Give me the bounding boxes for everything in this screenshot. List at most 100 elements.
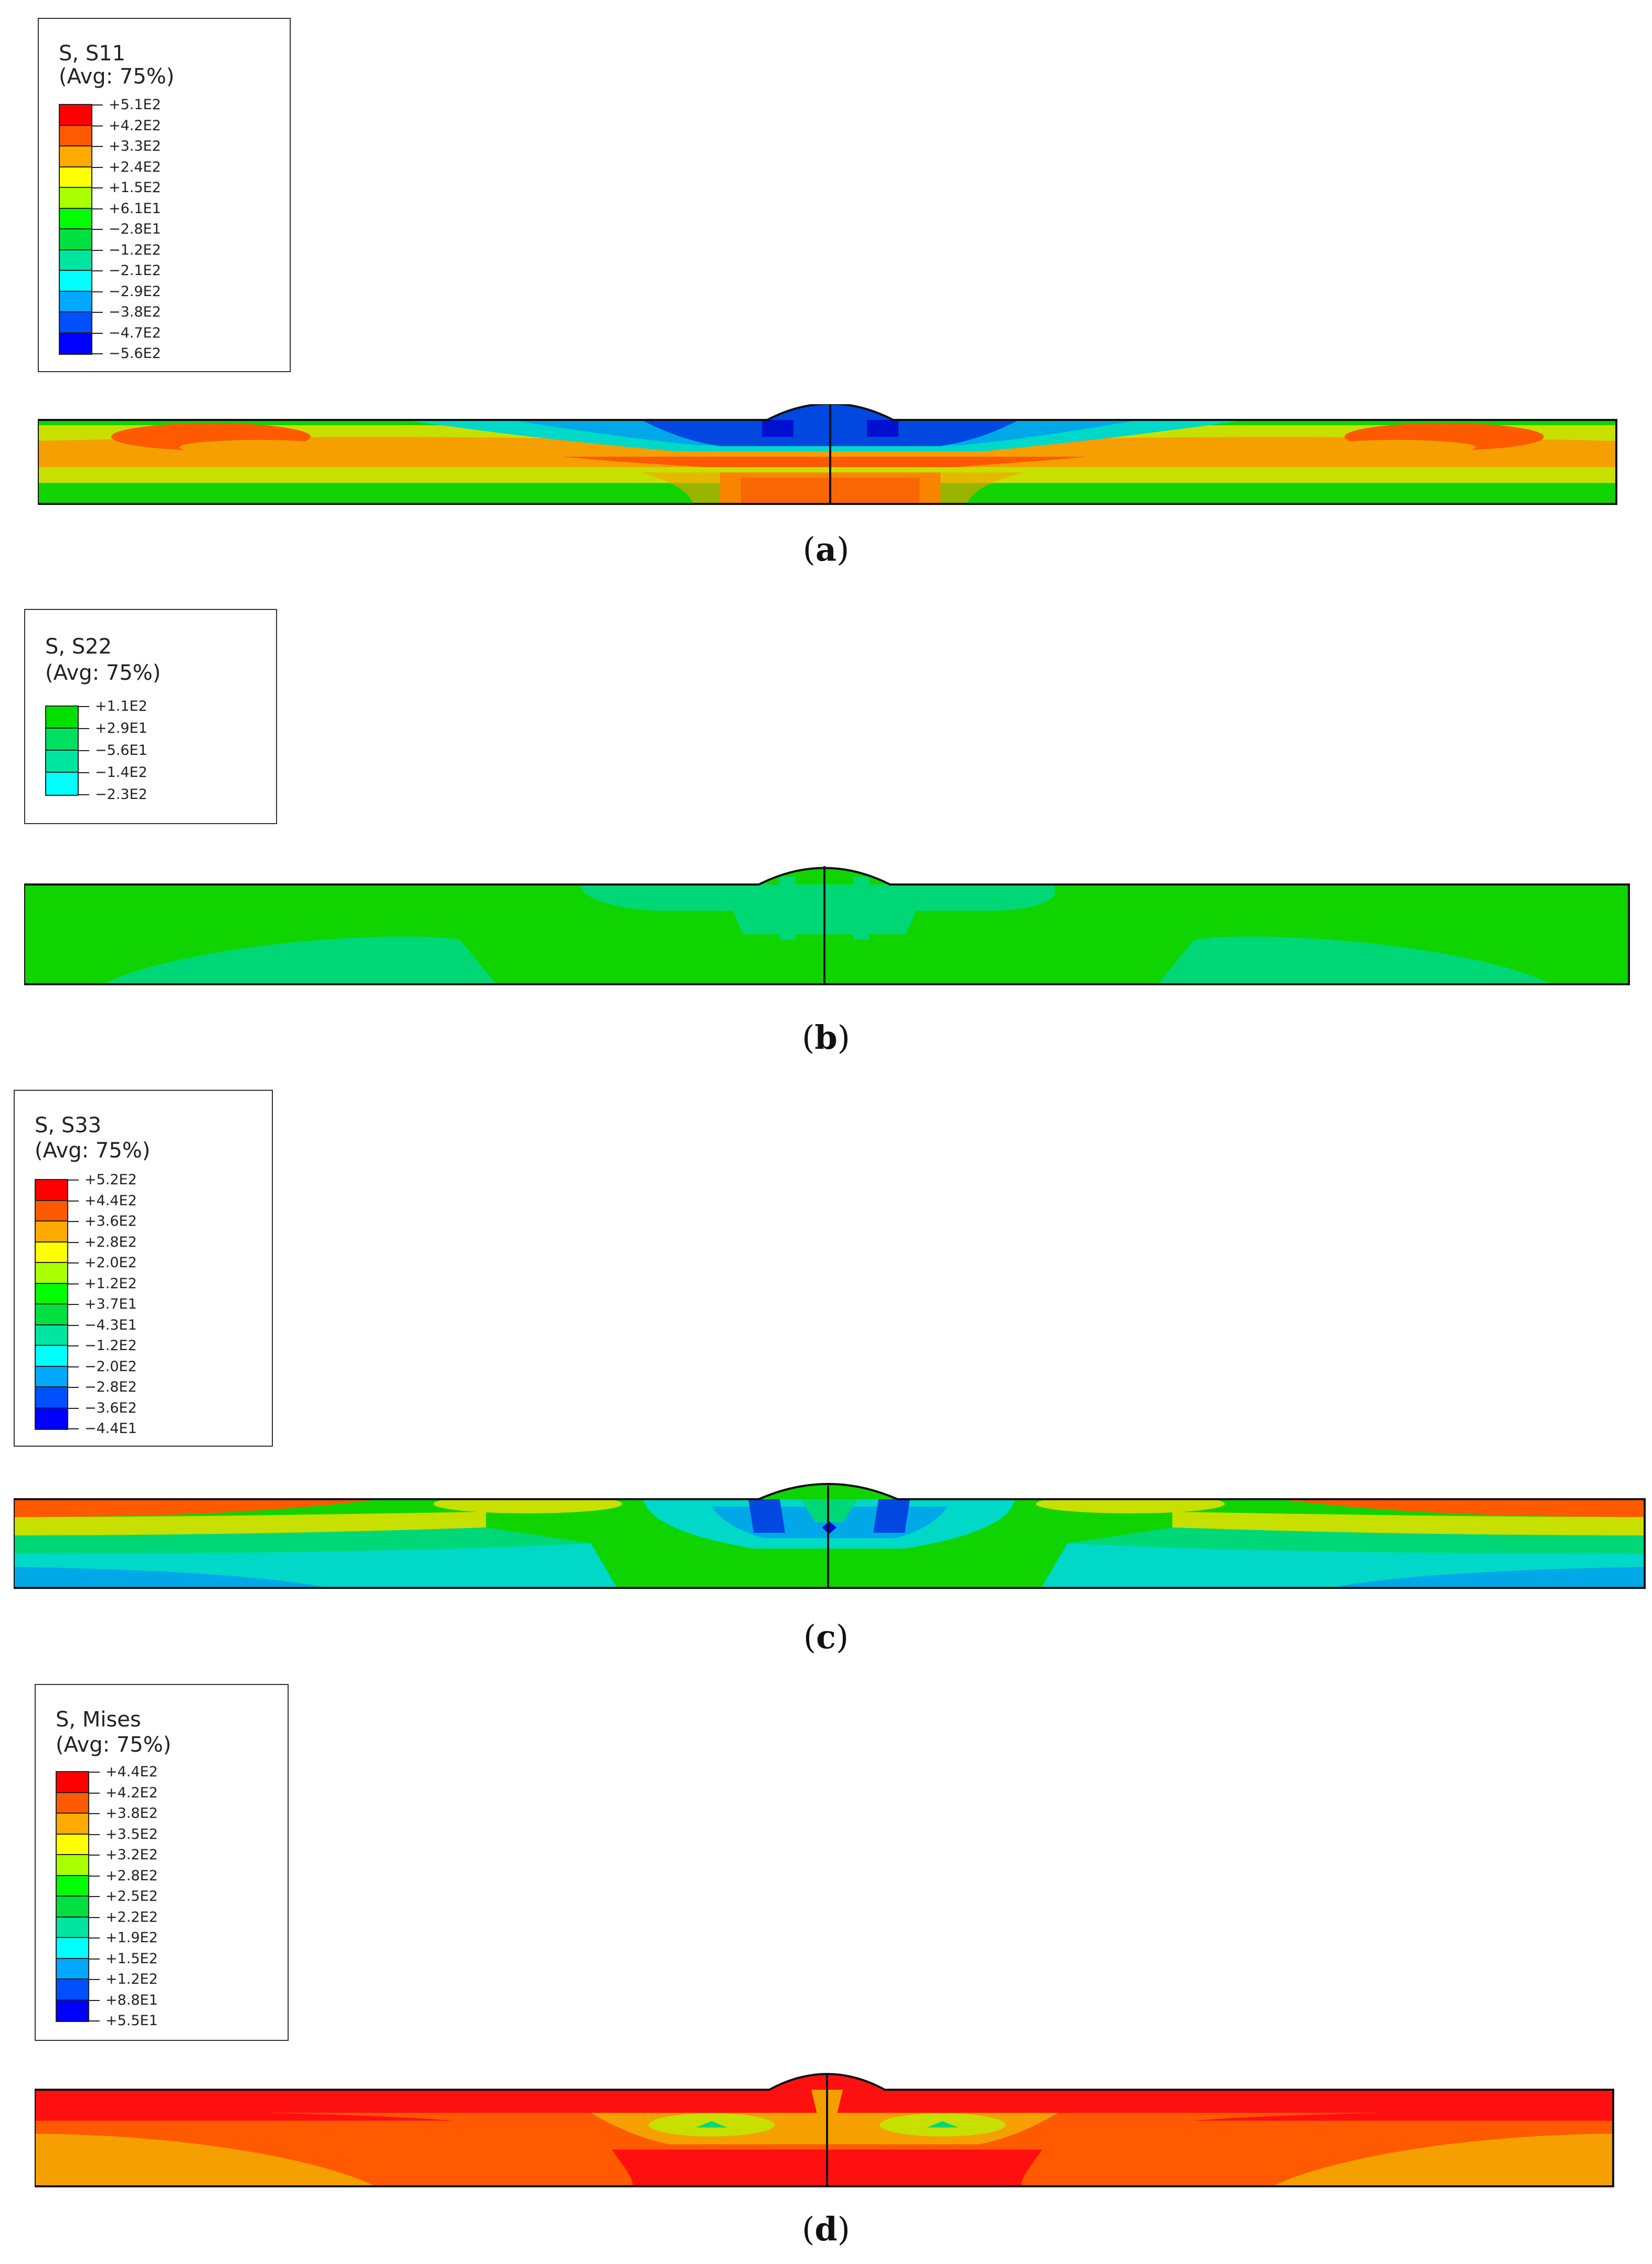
legend-title: S, S11 xyxy=(59,41,126,66)
legend-swatch xyxy=(57,1814,88,1835)
legend-value-label: −4.4E1 xyxy=(84,1420,137,1437)
legend-value-label: +5.2E2 xyxy=(84,1172,137,1188)
legend-tick xyxy=(78,706,89,707)
legend-value-label: −3.6E2 xyxy=(84,1399,137,1416)
legend-swatch xyxy=(36,1387,67,1408)
legend-subtitle: (Avg: 75%) xyxy=(56,1733,172,1757)
legend-value-label: +4.4E2 xyxy=(84,1192,137,1209)
legend-value-label: +1.1E2 xyxy=(95,698,147,714)
legend-s22: S, S22 (Avg: 75%) +1.1E2 +2.9E1 −5.6E1 −1.4… xyxy=(24,609,277,824)
legend-subtitle: (Avg: 75%) xyxy=(59,65,175,89)
legend-swatch xyxy=(57,1938,88,1959)
legend-value-label: +3.6E2 xyxy=(84,1213,137,1229)
legend-value-label: +3.3E2 xyxy=(109,138,161,154)
legend-tick xyxy=(91,291,103,292)
legend-value-label: +1.5E2 xyxy=(109,180,161,196)
legend-tick xyxy=(91,125,103,127)
legend-tick xyxy=(67,1200,79,1202)
legend-value-label: +5.1E2 xyxy=(109,97,161,113)
legend-swatch xyxy=(36,1221,67,1242)
legend-value-label: +3.2E2 xyxy=(105,1847,158,1863)
legend-swatch xyxy=(57,1772,88,1793)
legend-value-label: −5.6E2 xyxy=(109,345,161,362)
legend-value-label: −1.2E2 xyxy=(109,241,161,258)
color-bar xyxy=(59,104,92,355)
legend-swatch xyxy=(36,1346,67,1367)
legend-value-label: +2.5E2 xyxy=(105,1888,158,1904)
legend-swatch xyxy=(36,1283,67,1304)
legend-value-label: +4.4E2 xyxy=(105,1764,158,1780)
contour-plot-s11 xyxy=(38,404,1617,505)
legend-swatch xyxy=(60,105,91,126)
legend-value-label: +4.2E2 xyxy=(105,1784,158,1801)
legend-value-label: +5.5E1 xyxy=(105,2013,158,2029)
legend-value-label: −1.4E2 xyxy=(95,764,147,781)
legend-tick xyxy=(91,353,103,354)
legend-swatch xyxy=(57,1855,88,1876)
legend-title: S, S33 xyxy=(35,1113,102,1138)
legend-value-label: −2.0E2 xyxy=(84,1358,137,1375)
legend-tick xyxy=(88,2020,100,2021)
legend-swatch xyxy=(60,271,91,292)
legend-value-label: −2.8E2 xyxy=(84,1379,137,1395)
legend-swatch xyxy=(36,1263,67,1284)
legend-subtitle: (Avg: 75%) xyxy=(45,661,161,685)
legend-swatch xyxy=(60,167,91,188)
legend-tick xyxy=(88,1813,100,1814)
legend-value-label: +3.7E1 xyxy=(84,1296,137,1312)
legend-tick xyxy=(91,104,103,106)
legend-value-label: +1.9E2 xyxy=(105,1930,158,1946)
legend-title: S, Mises xyxy=(56,1708,141,1732)
legend-value-label: −5.6E1 xyxy=(95,742,147,759)
legend-s33: S, S33 (Avg: 75%) +5.2E2 +4.4E2 +3.6E2 +2.8… xyxy=(14,1090,273,1447)
legend-swatch xyxy=(57,1897,88,1918)
caption-d: (d) xyxy=(802,2210,850,2248)
legend-value-label: +2.9E1 xyxy=(95,720,147,736)
legend-tick xyxy=(67,1345,79,1346)
legend-swatch xyxy=(57,1793,88,1814)
legend-tick xyxy=(88,1916,100,1918)
legend-swatch xyxy=(60,188,91,209)
legend-swatch xyxy=(57,1834,88,1855)
legend-tick xyxy=(91,187,103,188)
legend-swatch xyxy=(36,1325,67,1346)
legend-value-label: −2.9E2 xyxy=(109,283,161,300)
legend-tick xyxy=(91,332,103,334)
legend-value-label: +8.8E1 xyxy=(105,1992,158,2008)
legend-tick xyxy=(91,166,103,168)
legend-swatch xyxy=(46,773,78,795)
legend-value-label: −1.2E2 xyxy=(84,1338,137,1354)
legend-value-label: −2.8E1 xyxy=(109,221,161,237)
legend-swatch xyxy=(60,208,91,229)
contour-plot-mises xyxy=(35,2073,1614,2187)
legend-value-label: +3.5E2 xyxy=(105,1826,158,1842)
legend-tick xyxy=(91,270,103,271)
color-bar xyxy=(45,705,79,796)
legend-swatch xyxy=(60,312,91,333)
legend-tick xyxy=(78,772,89,773)
legend-tick xyxy=(78,794,89,795)
caption-a: (a) xyxy=(802,530,850,568)
legend-value-label: +1.2E2 xyxy=(105,1971,158,1987)
legend-tick xyxy=(67,1407,79,1409)
legend-mises: S, Mises (Avg: 75%) +4.4E2 +4.2E2 +3.8E2 +3… xyxy=(35,1684,289,2041)
legend-tick xyxy=(91,229,103,230)
legend-value-label: +2.8E2 xyxy=(105,1867,158,1884)
legend-value-label: −3.8E2 xyxy=(109,304,161,320)
legend-value-label: −4.7E2 xyxy=(109,324,161,341)
legend-swatch xyxy=(60,229,91,250)
legend-tick xyxy=(88,1792,100,1794)
legend-value-label: +2.8E2 xyxy=(84,1234,137,1250)
legend-tick xyxy=(67,1304,79,1305)
color-bar xyxy=(35,1179,68,1430)
caption-b: (b) xyxy=(802,1018,850,1057)
legend-title: S, S22 xyxy=(45,635,112,659)
legend-tick xyxy=(88,1958,100,1960)
legend-tick xyxy=(67,1366,79,1367)
legend-swatch xyxy=(60,291,91,312)
legend-tick xyxy=(88,1855,100,1856)
legend-tick xyxy=(88,1937,100,1939)
legend-value-label: +2.0E2 xyxy=(84,1255,137,1271)
legend-tick xyxy=(91,312,103,313)
legend-tick xyxy=(88,1979,100,1980)
